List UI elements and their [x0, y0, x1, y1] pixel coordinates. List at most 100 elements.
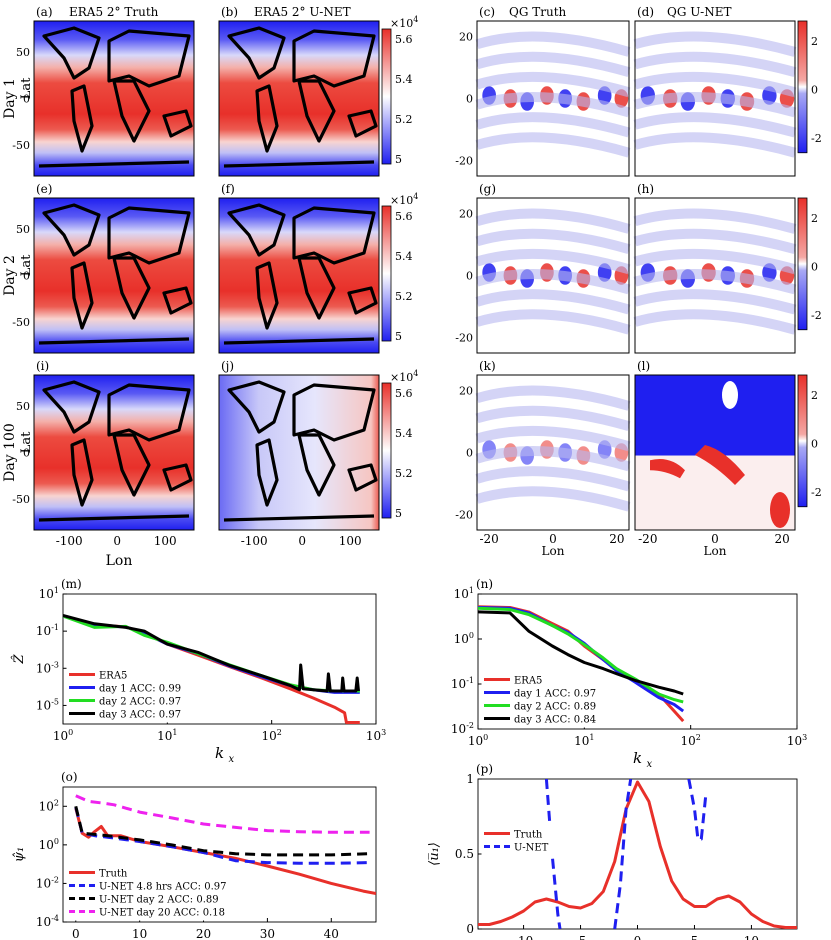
x-tick-label: 30	[260, 927, 275, 940]
qg-blowup-red	[770, 492, 790, 528]
qg-xtick: 0	[549, 532, 557, 546]
map-cbar-tick: 5	[395, 153, 402, 166]
legend-label-2: day 2 ACC: 0.89	[514, 702, 596, 713]
x-tick-exp: 0	[483, 733, 488, 742]
qg-band	[475, 466, 631, 492]
x-tick-base: 10	[787, 734, 802, 748]
map-field	[33, 20, 195, 177]
y-tick-label: 101	[454, 586, 474, 601]
map-xtick: 100	[154, 534, 177, 548]
qg-band	[475, 309, 631, 335]
x-tick-label: 10	[744, 934, 759, 940]
map-ytick: 0	[23, 270, 30, 283]
qg-band	[475, 71, 631, 98]
x-tick-label: -10	[514, 934, 533, 940]
series-line-0	[478, 780, 797, 929]
qg-ytick: -20	[455, 509, 473, 522]
y-tick-label: 10-3	[36, 660, 59, 675]
x-tick-base: 10	[680, 734, 695, 748]
qg-band	[633, 51, 797, 77]
panel-letter: (h)	[637, 182, 654, 196]
qg-ytick: 0	[466, 447, 473, 460]
coastline	[227, 203, 286, 257]
map-cbar-tick: 5.6	[395, 210, 413, 223]
chart-o: (o)01020304010-410-2100102kxψ̂₁TruthU-NE…	[12, 770, 377, 940]
map-cbar-exp-base: ×10	[390, 371, 413, 384]
coastline	[227, 380, 286, 434]
x-tick-label: 103	[366, 728, 386, 743]
qg-band	[475, 269, 631, 295]
map-cbar-exp: ×104	[390, 15, 418, 30]
map-field	[218, 197, 380, 354]
map-field	[218, 374, 380, 531]
panel-letter: (g)	[479, 182, 496, 196]
coastline	[162, 286, 193, 315]
chart-letter: (o)	[61, 770, 78, 784]
y-tick-base: 10	[451, 722, 466, 736]
qg-cbar-tick: 0	[811, 437, 818, 450]
y-tick-label: 10-2	[36, 875, 59, 890]
x-tick-exp: 3	[802, 733, 807, 742]
qg-panel-2-1: (l)	[634, 359, 796, 531]
coastline	[112, 433, 151, 497]
qg-band	[475, 228, 631, 254]
series-line-3	[75, 794, 370, 834]
coastline	[107, 383, 191, 442]
title-bg	[479, 359, 627, 373]
y-tick-label: 10-4	[36, 914, 59, 929]
col-title: QG Truth	[509, 5, 567, 19]
qg-band	[633, 248, 797, 275]
series-line-1	[687, 779, 708, 841]
qg-ytick: 20	[459, 385, 473, 398]
coastline	[297, 256, 336, 320]
title-bg	[221, 182, 377, 196]
x-axis-label: k	[215, 744, 224, 762]
y-tick-exp: -2	[51, 875, 59, 884]
coastline	[347, 463, 378, 492]
title-bg	[36, 359, 192, 373]
legend-label-3: day 3 ACC: 0.97	[99, 710, 181, 721]
qg-band	[475, 385, 631, 411]
qg-colorbar-bar	[797, 197, 808, 331]
legend-label-1: U-NET 4.8 hrs ACC: 0.97	[99, 882, 226, 893]
title-bg	[637, 5, 793, 19]
qg-border	[634, 197, 796, 354]
map-panel-2-0: (i) 50 0 -50	[12, 359, 195, 531]
qg-band	[633, 208, 797, 234]
series-line-2	[74, 805, 370, 857]
coastline	[42, 26, 101, 80]
x-tick-base: 10	[261, 729, 276, 743]
panel-letter: (k)	[479, 359, 496, 373]
coastline	[112, 256, 151, 320]
qg-border	[476, 374, 630, 531]
title-bg	[221, 359, 377, 373]
series-line-1	[613, 779, 633, 929]
coastline	[38, 160, 190, 168]
y-tick-exp: -1	[466, 676, 474, 685]
x-tick-base: 10	[574, 734, 589, 748]
y-tick-base: 10	[36, 876, 51, 890]
y-tick-label: 10-2	[451, 721, 474, 736]
map-cbar-tick: 5.2	[395, 467, 413, 480]
qg-band	[633, 289, 797, 315]
panel-letter: (e)	[36, 182, 52, 196]
col-title: ERA5 2° U-NET	[254, 5, 351, 19]
map-cbar-exp: ×104	[390, 192, 418, 207]
y-tick-exp: 0	[469, 631, 474, 640]
map-ytick: 50	[16, 400, 30, 413]
panel-letter: (c)	[479, 5, 495, 19]
map-cbar-exp-sup: 4	[413, 15, 418, 24]
map-cbar-tick: 5.6	[395, 387, 413, 400]
qg-ytick: 20	[459, 208, 473, 221]
x-tick-base: 10	[468, 734, 483, 748]
panel-letter: (j)	[221, 359, 234, 373]
x-tick-label: 101	[157, 728, 177, 743]
map-colorbar-bar	[381, 205, 392, 342]
qg-blowup-red	[650, 459, 685, 479]
panel-letter: (f)	[221, 182, 235, 196]
y-tick-label: 102	[39, 798, 59, 813]
